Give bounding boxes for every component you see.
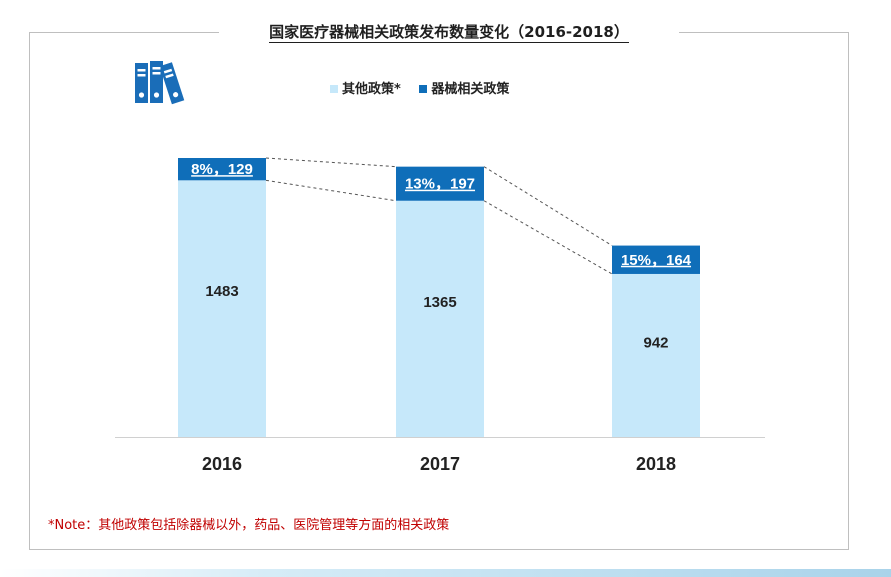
x-tick-2018: 2018	[636, 454, 676, 474]
chart-title-text: 国家医疗器械相关政策发布数量变化（2016-2018）	[269, 23, 629, 43]
connector-top-1	[483, 166, 613, 247]
connector-bottom-0	[265, 179, 397, 202]
bar-device-2018	[612, 245, 700, 274]
chart-title: 国家医疗器械相关政策发布数量变化（2016-2018）	[219, 20, 679, 46]
legend-item-other: 其他政策*	[330, 78, 401, 97]
data-label-other-2018: 942	[643, 334, 668, 351]
x-tick-2016: 2016	[202, 454, 242, 474]
data-label-other-2017: 1365	[423, 294, 456, 311]
connector-top-0	[265, 157, 397, 168]
bottom-decor-strip	[0, 569, 891, 577]
chart-legend: 其他政策* 器械相关政策	[330, 78, 523, 98]
data-label-other-2016: 1483	[205, 283, 238, 300]
legend-swatch-device	[419, 84, 428, 93]
bar-other-2017	[396, 200, 484, 437]
connector-bottom-1	[483, 200, 613, 275]
bar-other-2016	[178, 180, 266, 438]
legend-label-other: 其他政策*	[342, 82, 401, 97]
x-tick-2017: 2017	[420, 454, 460, 474]
data-label-device-2016: 8%，129	[191, 161, 253, 178]
footnote: *Note：其他政策包括除器械以外，药品、医院管理等方面的相关政策	[48, 518, 450, 533]
legend-item-device: 器械相关政策	[419, 78, 509, 97]
data-label-device-2018: 15%，164	[621, 252, 692, 269]
bar-other-2018	[612, 273, 700, 437]
bar-device-2016	[178, 158, 266, 181]
binders-icon	[133, 55, 185, 107]
bar-device-2017	[396, 166, 484, 201]
legend-label-device: 器械相关政策	[431, 82, 510, 97]
legend-swatch-other	[330, 84, 338, 93]
data-label-device-2017: 13%，197	[405, 176, 475, 193]
